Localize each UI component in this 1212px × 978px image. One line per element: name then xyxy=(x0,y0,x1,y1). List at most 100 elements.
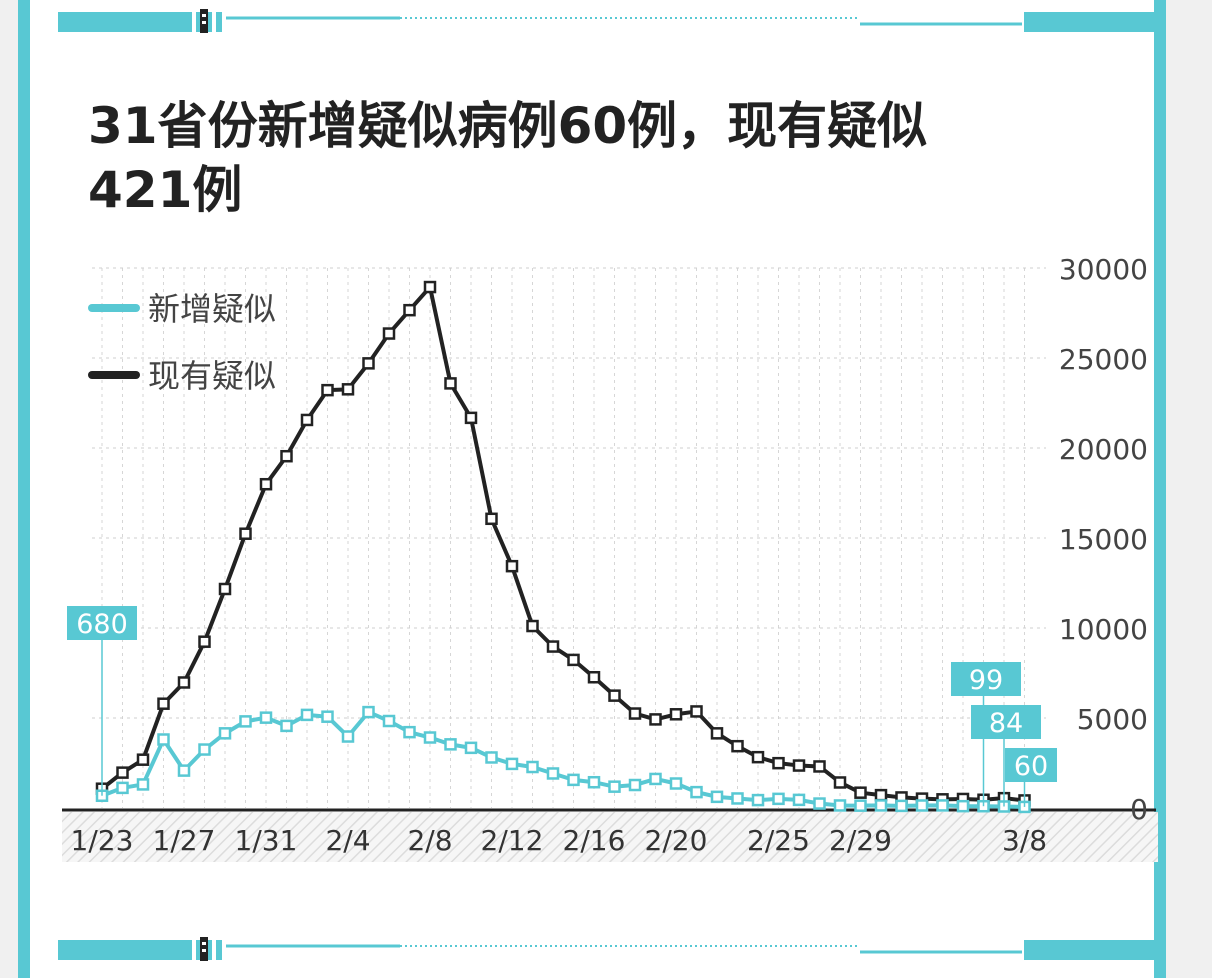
data-point xyxy=(259,477,273,491)
data-point xyxy=(792,759,806,772)
data-point xyxy=(177,764,191,777)
x-tick-label: 1/27 xyxy=(153,824,216,857)
annotation-label: 84 xyxy=(989,708,1023,739)
data-point xyxy=(382,714,396,728)
data-point xyxy=(628,778,642,792)
data-point xyxy=(362,705,375,719)
annotation-label: 60 xyxy=(1014,751,1048,782)
data-point xyxy=(710,790,724,804)
right-border xyxy=(1154,0,1166,978)
data-point xyxy=(915,799,929,812)
data-point xyxy=(239,715,252,728)
y-tick-label: 20000 xyxy=(1059,433,1148,466)
x-tick-labels: 1/23 1/27 1/31 2/4 2/8 2/12 2/16 2/20 2/25 2/29 3/… xyxy=(71,824,1047,857)
data-point xyxy=(649,713,662,726)
annotation-label: 99 xyxy=(969,665,1003,696)
data-point xyxy=(341,383,355,396)
data-point xyxy=(505,559,519,573)
annotation-layer: 680 99 84 60 xyxy=(67,606,1057,807)
data-point xyxy=(751,750,765,764)
y-tick-label: 10000 xyxy=(1059,613,1148,646)
data-point xyxy=(198,743,211,756)
data-point xyxy=(341,730,355,743)
data-point xyxy=(567,773,580,787)
data-point xyxy=(485,512,498,526)
series-line-1 xyxy=(100,285,1025,803)
data-point xyxy=(464,411,478,425)
annotation-box xyxy=(1005,748,1057,782)
top-decoration xyxy=(58,9,1156,33)
x-tick-label: 2/29 xyxy=(829,824,892,857)
data-point xyxy=(403,303,416,317)
data-point xyxy=(833,799,847,812)
data-point xyxy=(608,689,621,702)
data-point xyxy=(690,705,703,718)
data-point xyxy=(423,280,437,294)
data-point xyxy=(567,653,580,667)
annotation-box xyxy=(971,705,1041,739)
data-point xyxy=(669,777,683,790)
data-point xyxy=(813,797,826,810)
data-point xyxy=(854,786,867,799)
data-point xyxy=(300,413,314,427)
y-tick-label: 5000 xyxy=(1077,703,1148,736)
series-layer xyxy=(95,280,1031,814)
data-point xyxy=(444,738,457,751)
data-point xyxy=(157,733,170,746)
data-point xyxy=(423,731,437,744)
horizontal-gridlines xyxy=(92,267,1046,719)
x-axis-band xyxy=(62,812,1158,862)
data-point xyxy=(854,799,867,812)
data-point xyxy=(813,760,826,773)
annotation-label: 680 xyxy=(76,609,128,640)
data-point xyxy=(177,676,191,689)
y-tick-label: 30000 xyxy=(1059,253,1148,286)
data-point xyxy=(321,710,334,723)
x-tick-label: 2/8 xyxy=(407,824,452,857)
x-tick-label: 2/16 xyxy=(563,824,626,857)
data-point xyxy=(259,711,273,724)
data-point xyxy=(136,778,150,791)
data-point xyxy=(731,792,744,805)
data-point xyxy=(116,766,129,779)
data-point xyxy=(874,799,888,812)
data-point xyxy=(936,799,949,812)
x-tick-label: 2/25 xyxy=(747,824,810,857)
legend-label-current: 现有疑似 xyxy=(148,357,276,395)
x-tick-label: 3/8 xyxy=(1002,824,1047,857)
y-tick-label: 25000 xyxy=(1059,343,1148,376)
series-line-0 xyxy=(101,710,1025,809)
data-point xyxy=(833,776,847,789)
data-point xyxy=(792,793,806,807)
annotation-box xyxy=(67,606,137,640)
data-point xyxy=(608,780,621,793)
data-point xyxy=(403,725,416,739)
data-point xyxy=(731,739,744,753)
data-point xyxy=(464,741,478,755)
data-point xyxy=(628,707,642,720)
data-point xyxy=(526,619,539,633)
data-point xyxy=(649,772,662,786)
data-point xyxy=(772,756,785,770)
data-point xyxy=(218,582,232,596)
legend-label-new: 新增疑似 xyxy=(148,290,276,328)
data-point xyxy=(280,719,293,733)
data-point xyxy=(956,799,970,813)
x-tick-label: 1/23 xyxy=(71,824,134,857)
x-tick-label: 2/20 xyxy=(645,824,708,857)
data-point xyxy=(772,792,785,806)
y-tick-labels: 30000 25000 20000 15000 10000 5000 0 xyxy=(1059,253,1148,826)
data-point xyxy=(116,781,129,795)
y-tick-label: 0 xyxy=(1130,793,1148,826)
left-border xyxy=(18,0,30,978)
x-tick-label: 2/12 xyxy=(481,824,544,857)
chart-title: 31省份新增疑似病例60例，现有疑似421例 xyxy=(88,97,928,219)
data-point xyxy=(198,635,211,648)
data-point xyxy=(382,327,396,340)
bottom-decoration xyxy=(58,937,1156,961)
data-point xyxy=(136,753,150,766)
y-tick-label: 15000 xyxy=(1059,523,1148,556)
data-point xyxy=(546,767,560,780)
